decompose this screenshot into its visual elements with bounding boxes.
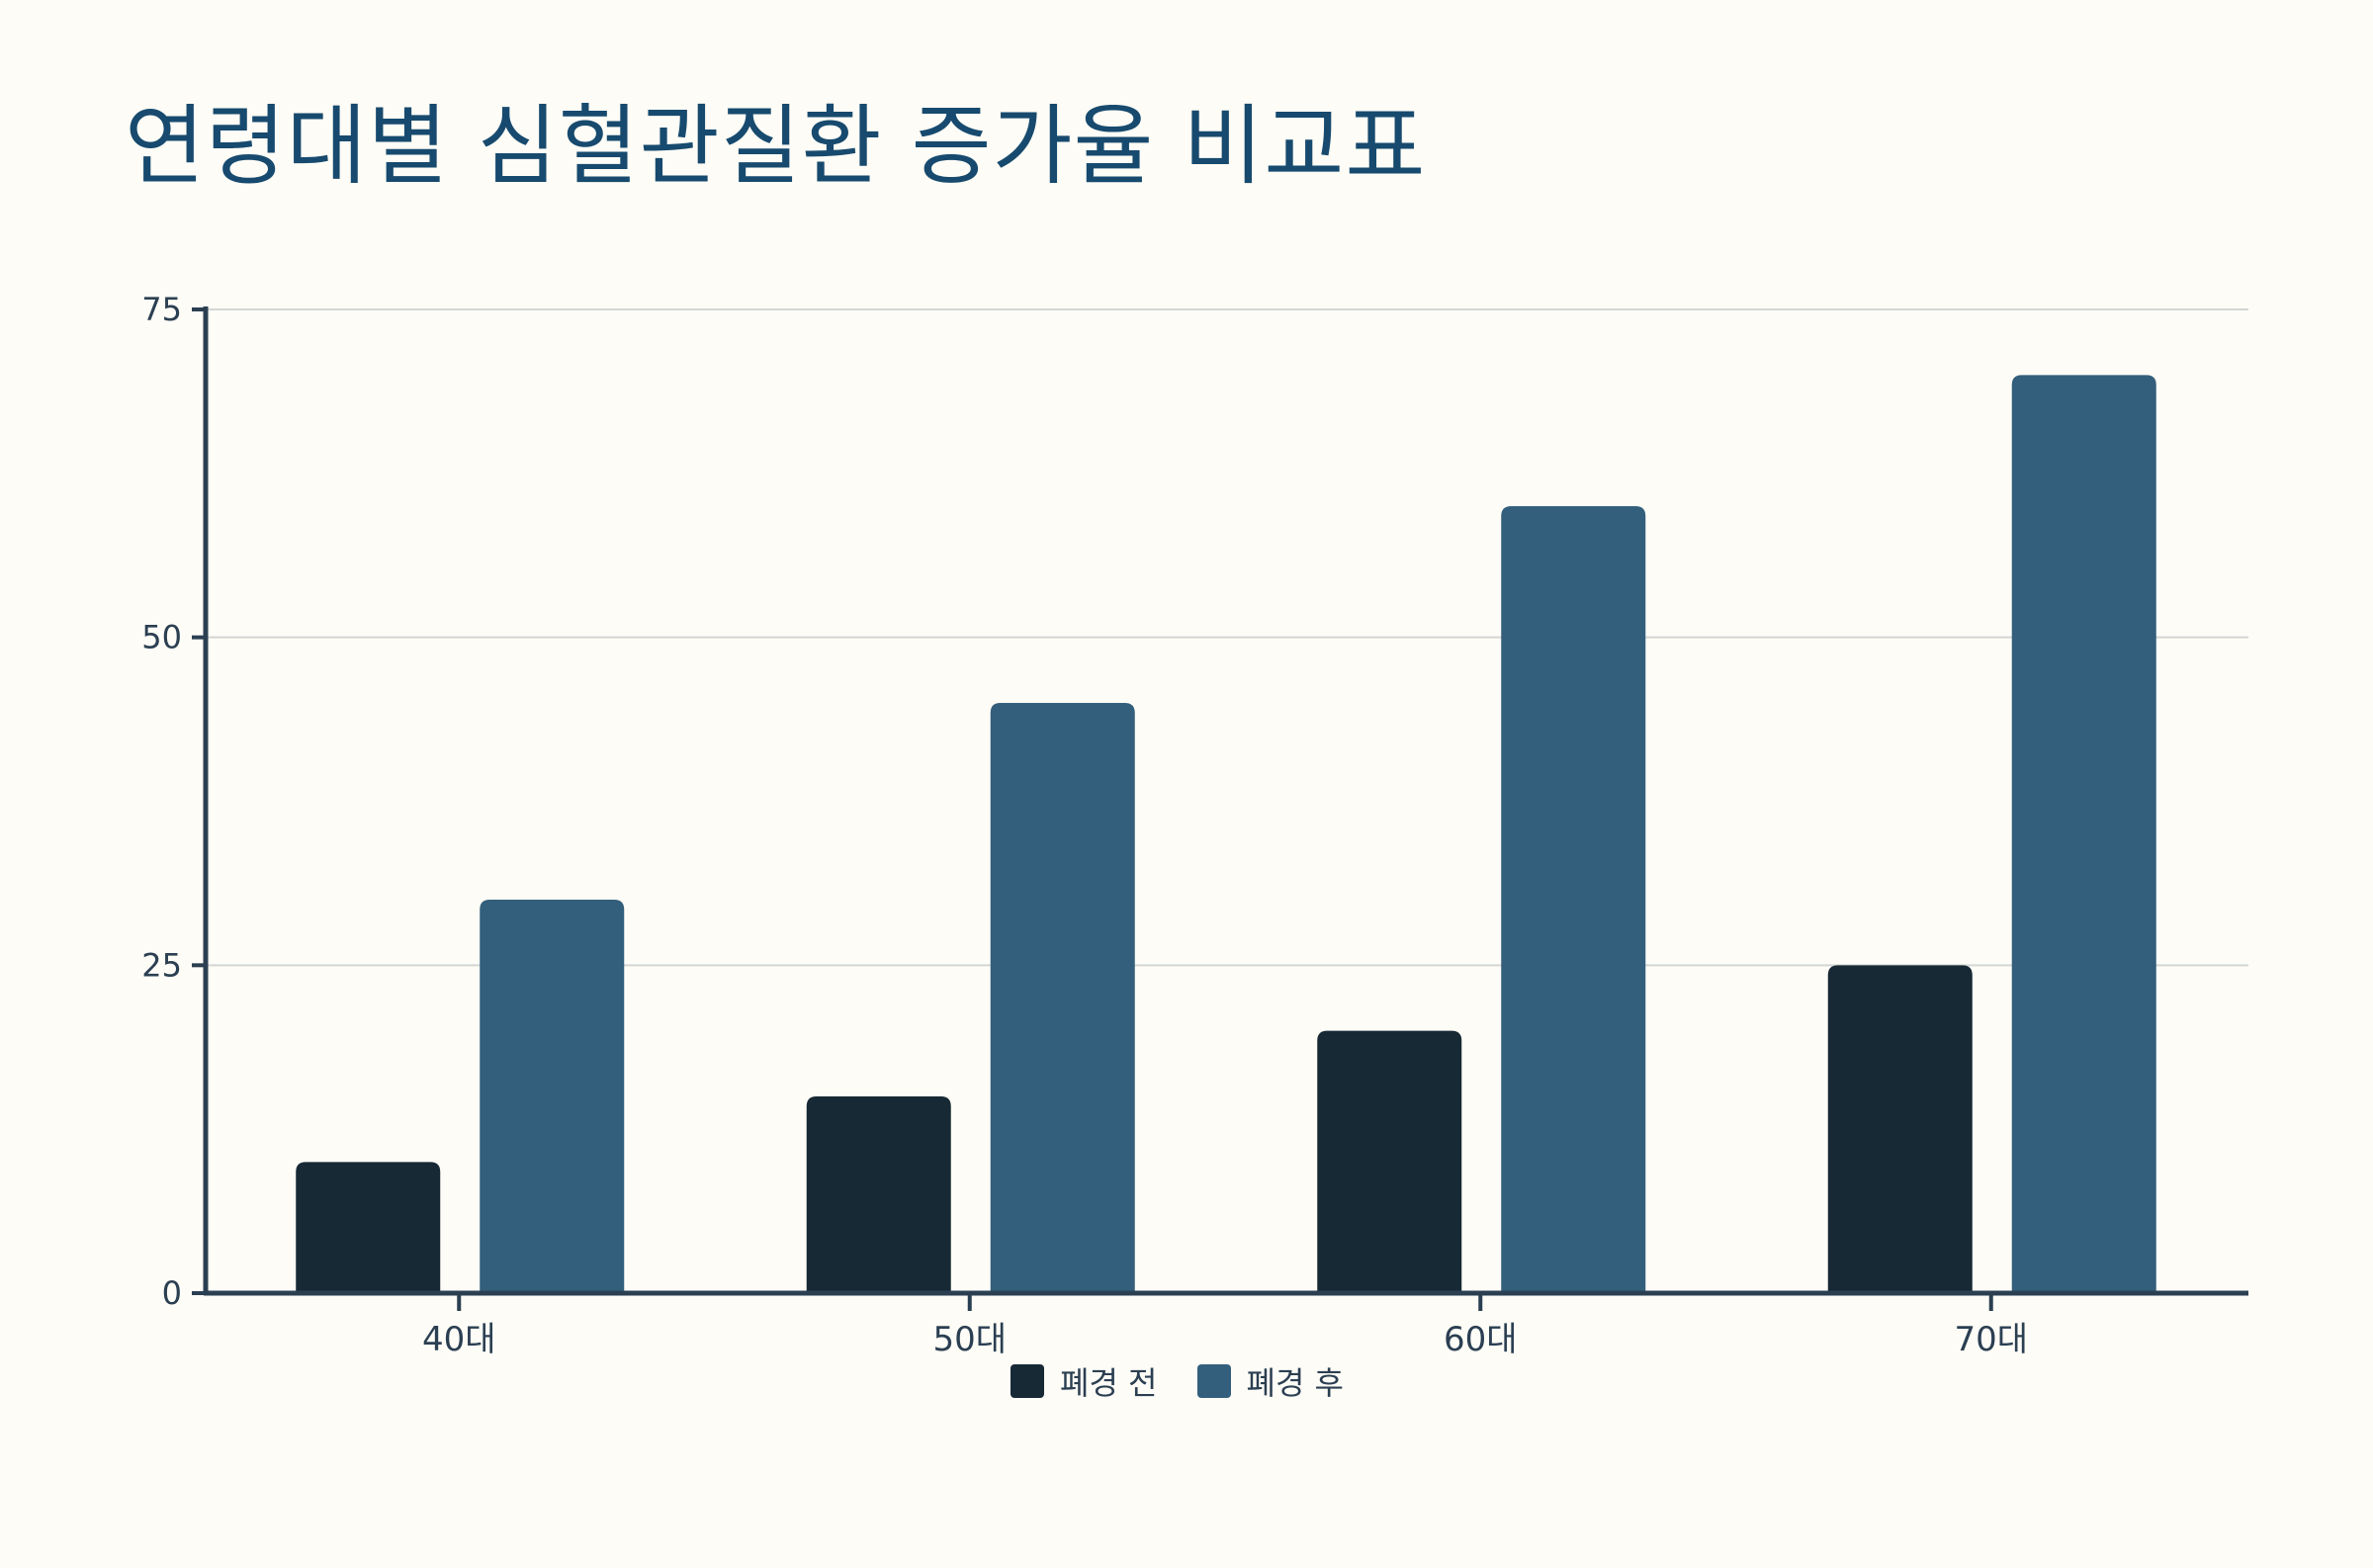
bar-before-40s[interactable] [296,1162,441,1293]
y-tick-label-50: 50 [141,619,182,656]
bar-before-60s[interactable] [1317,1030,1462,1293]
bar-after-40s[interactable] [480,900,625,1293]
y-tick-label-0: 0 [162,1274,182,1312]
legend-label-after: 폐경 후 [1246,1364,1345,1402]
x-tick-label-60s: 60대 [1444,1320,1518,1359]
legend-item-before[interactable]: 폐경 전 [1011,1358,1158,1404]
x-tick-label-50s: 50대 [932,1320,1007,1359]
legend-item-after[interactable]: 폐경 후 [1196,1358,1345,1404]
bar-before-50s[interactable] [806,1096,951,1293]
bar-after-60s[interactable] [1501,506,1646,1293]
y-tick-label-75: 75 [141,291,182,328]
y-tick-label-25: 25 [141,946,182,984]
chart-legend: 폐경 전 폐경 후 [1011,1358,1344,1404]
bar-after-50s[interactable] [990,703,1135,1293]
x-tick-label-70s: 70대 [1954,1320,2028,1359]
bar-after-70s[interactable] [2011,375,2156,1293]
legend-swatch-before [1011,1364,1044,1398]
bar-before-70s[interactable] [1827,965,1973,1293]
chart-title: 연령대별 심혈관질환 증가율 비교표 [125,95,1427,197]
legend-swatch-after [1196,1364,1231,1398]
legend-label-before: 폐경 전 [1060,1364,1158,1402]
x-tick-label-40s: 40대 [422,1320,496,1359]
